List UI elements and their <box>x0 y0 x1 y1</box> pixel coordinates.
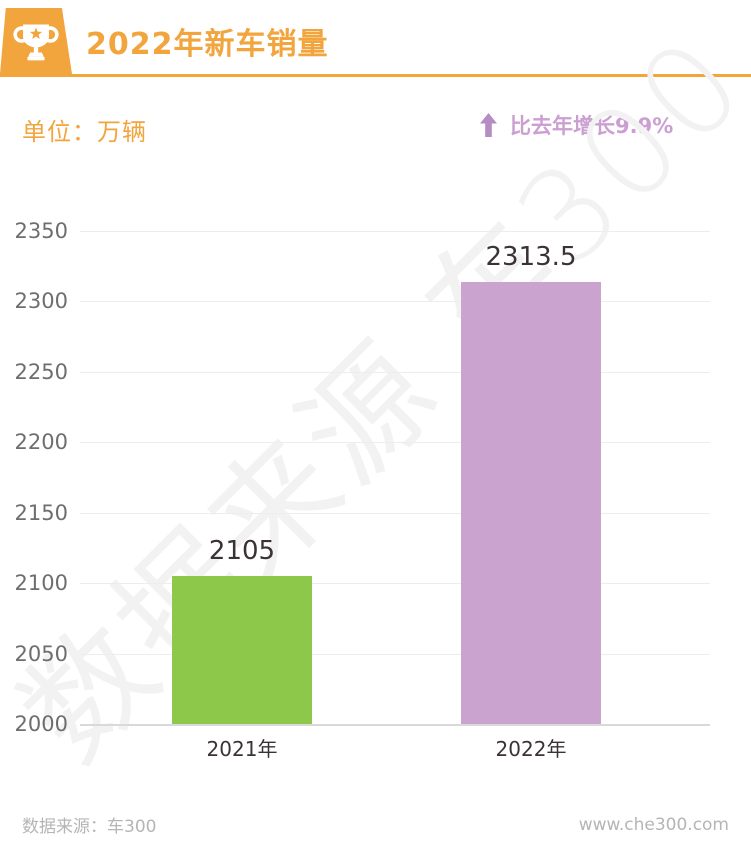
header-underline <box>0 74 751 77</box>
y-axis-tick-label: 2150 <box>14 500 68 525</box>
trophy-icon <box>13 24 59 61</box>
gridline <box>80 653 710 655</box>
gridline <box>80 724 710 726</box>
y-axis-tick-label: 2350 <box>14 219 68 243</box>
gridline <box>80 512 710 514</box>
x-axis-tick-label: 2021年 <box>206 737 278 761</box>
gridline <box>80 583 710 585</box>
bar-2021年 <box>172 576 312 724</box>
gridline <box>80 301 710 303</box>
gridline <box>80 442 710 444</box>
y-axis-tick-label: 2050 <box>14 641 68 666</box>
x-axis-tick-label: 2022年 <box>495 737 567 761</box>
page-title: 2022年新车销量 <box>86 27 329 62</box>
growth-indicator: 比去年增长9.9% <box>480 110 673 140</box>
star-icon <box>29 27 43 40</box>
y-axis-tick-label: 2250 <box>14 359 68 384</box>
unit-label: 单位：万辆 <box>22 118 147 146</box>
footer-source: 数据来源：车300 <box>22 817 157 837</box>
bar-value-label: 2313.5 <box>485 242 577 273</box>
trophy-badge <box>0 8 72 74</box>
y-axis-tick-label: 2000 <box>14 712 68 736</box>
growth-text: 比去年增长9.9% <box>510 114 674 138</box>
bar-2022年 <box>461 282 601 724</box>
gridline <box>80 371 710 373</box>
up-arrow-icon <box>480 113 497 137</box>
footer: 数据来源：车300 www.che300.com <box>0 812 751 838</box>
y-axis-tick-label: 2300 <box>14 289 68 314</box>
y-axis-tick-label: 2200 <box>14 430 68 455</box>
gridline <box>80 231 710 232</box>
bar-value-label: 2105 <box>208 536 276 567</box>
footer-website: www.che300.com <box>578 814 729 835</box>
y-axis-tick-label: 2100 <box>14 571 68 596</box>
